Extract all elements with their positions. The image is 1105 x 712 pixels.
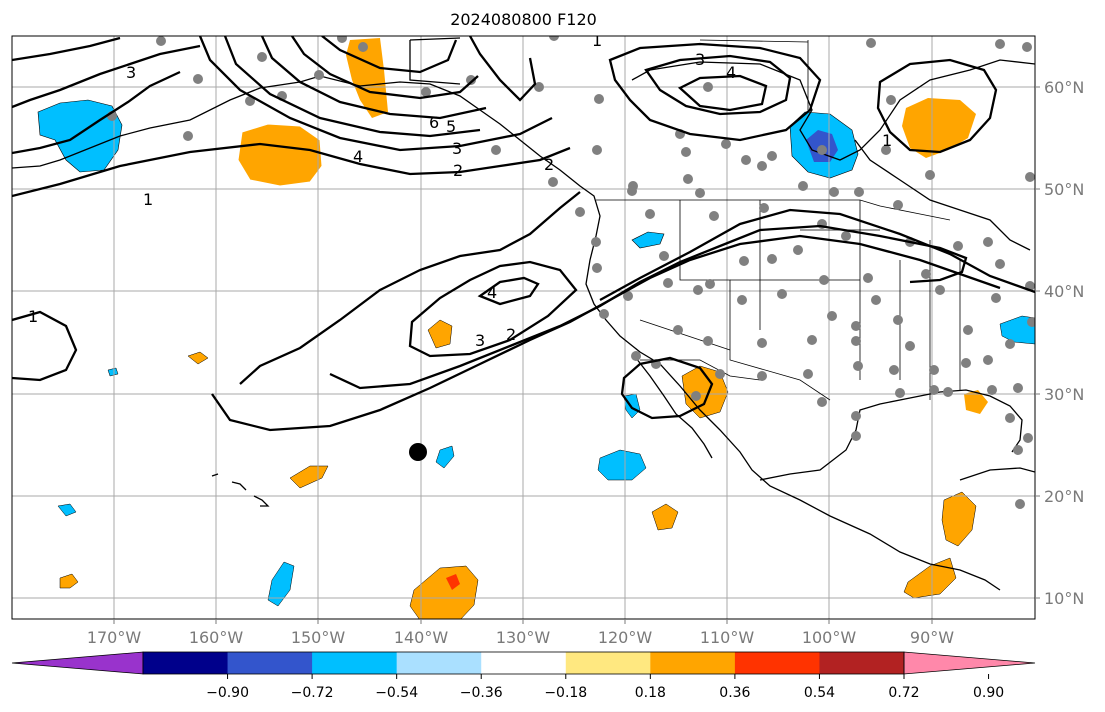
blue-anomaly-east-pacific [597,449,647,481]
contour-label: 4 [726,63,736,82]
contour-label: 4 [487,283,497,302]
colorbar-tick-label: 0.36 [719,685,750,701]
colorbar-tick-label: 0.72 [888,685,919,701]
blue-anomaly-small-2 [57,503,77,517]
lat-label: 40°N [1044,282,1084,301]
lat-label: 60°N [1044,78,1084,97]
lon-label: 100°W [802,628,857,647]
colorbar-extend-high [903,651,1036,675]
contour-label: 3 [126,63,136,82]
map-panel: 1 3 2 4 6 5 3 2 4 3 2 1 4 1 1 3 [12,31,1035,619]
colorbar-extend-low [11,651,144,675]
colorbar-tick-label: 0.90 [973,685,1004,701]
colorbar-tick-label: −0.54 [375,685,418,701]
lat-label: 50°N [1044,180,1084,199]
lon-label: 170°W [87,628,142,647]
lat-label-group: 60°N 50°N 40°N 30°N 20°N 10°N [1044,78,1084,608]
coastlines [12,37,1035,591]
colorbar: −0.90 −0.72 −0.54 −0.36 −0.18 0.18 0.36 0.54 0.7… [11,651,1036,701]
lon-label: 110°W [700,628,755,647]
map-title: 2024080800 F120 [450,10,597,29]
contour-label: 3 [695,50,705,69]
colorbar-segment [565,652,651,674]
colorbar-segment [734,652,820,674]
lon-ticks [113,619,933,624]
orange-anomaly-baja [681,365,729,419]
contour-label: 2 [544,155,554,174]
lat-label: 20°N [1044,487,1084,506]
contour-label: 2 [453,161,463,180]
orange-anomaly-mexico-sw [651,503,679,531]
lat-ticks [1035,86,1040,599]
lat-label: 10°N [1044,589,1084,608]
colorbar-tick-label: −0.18 [544,685,587,701]
blue-anomaly-small-1 [107,367,119,377]
orange-anomaly-gulf-alaska [237,123,323,187]
contour-label: 3 [452,139,462,158]
contour-label: 1 [143,190,153,209]
blue-anomaly-idaho [631,231,665,249]
station-markers [107,36,1035,509]
colorbar-tick-label: −0.72 [291,685,334,701]
contour-label: 2 [506,325,516,344]
orange-anomaly-central-america [941,491,977,547]
blue-anomaly-tropics-w [267,561,295,607]
lat-label: 30°N [1044,385,1084,404]
colorbar-segment [481,652,567,674]
graticule [12,36,1035,619]
contour-label: 6 [429,113,439,132]
orange-anomaly-gulf-mexico [964,390,988,414]
blue-anomaly-east-edge [999,315,1035,345]
lon-label: 140°W [394,628,449,647]
colorbar-outline [142,651,905,675]
colorbar-segment [312,652,398,674]
contour-label: 5 [446,117,456,136]
blue-anomaly-hawaii-ne [435,445,455,469]
colorbar-segment [650,652,736,674]
contour-label: 3 [475,331,485,350]
lon-label: 130°W [496,628,551,647]
colorbar-tick-label: 0.54 [804,685,835,701]
lon-label: 160°W [189,628,244,647]
contour-label: 1 [28,307,38,326]
orange-anomaly-tropics [409,565,479,619]
contour-label-group: 1 3 2 4 6 5 3 2 4 3 2 1 4 1 1 3 [28,31,892,350]
orange-anomaly-pacific-1 [427,319,453,349]
orange-anomaly-hudson [902,98,976,158]
contour-label: 1 [592,31,602,50]
orange-anomaly-pacific-2 [187,351,209,365]
location-marker [409,443,427,461]
lon-label: 150°W [291,628,346,647]
contour-label: 1 [882,131,892,150]
colorbar-tick-label: 0.18 [635,685,666,701]
colorbar-segment [143,652,229,674]
colorbar-tick-label: −0.90 [206,685,249,701]
colorbar-segment [396,652,482,674]
orange-anomaly-small-w [59,573,79,589]
colorbar-segment [819,652,905,674]
colorbar-segment [227,652,313,674]
lon-label: 90°W [910,628,954,647]
red-anomaly-tropics [446,574,460,590]
lon-label-group: 170°W 160°W 150°W 140°W 130°W 120°W 110°… [87,628,954,647]
lon-label: 120°W [598,628,653,647]
colorbar-tick-label: −0.36 [460,685,503,701]
contour-lines [12,36,1035,432]
contour-label: 4 [353,147,363,166]
